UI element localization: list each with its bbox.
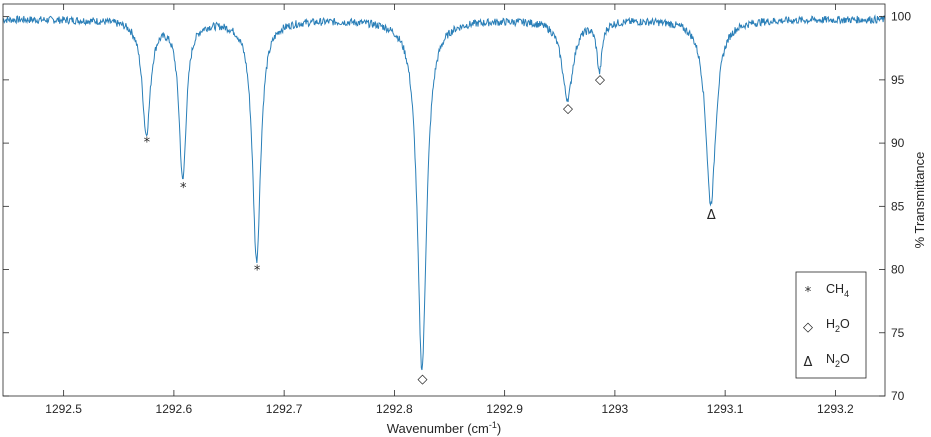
spectrum-line xyxy=(3,14,885,371)
marker-h2o: ◇ xyxy=(595,72,605,87)
y-axis-title: % Transmittance xyxy=(912,152,927,249)
y-tick-label: 100 xyxy=(891,10,911,24)
y-tick-label: 90 xyxy=(891,136,905,150)
x-tick-label: 1292.9 xyxy=(486,402,523,416)
plot-frame xyxy=(2,3,886,397)
x-axis: 1292.5 1292.6 1292.7 1292.8 1292.9 1293 1293.1… xyxy=(45,4,854,416)
legend-symbol: * xyxy=(805,285,812,300)
y-tick-label: 85 xyxy=(891,199,905,213)
x-tick-label: 1292.6 xyxy=(156,402,193,416)
legend-label: CH4 xyxy=(826,282,849,299)
x-tick-label: 1292.5 xyxy=(45,402,82,416)
legend-box xyxy=(795,271,867,379)
x-tick-label: 1293.2 xyxy=(817,402,854,416)
y-tick-label: 70 xyxy=(891,389,905,403)
marker-ch4: * xyxy=(180,181,187,196)
line-markers: * * * ◇ ◇ ◇ Δ xyxy=(144,72,716,387)
x-tick-label: 1292.7 xyxy=(266,402,303,416)
legend-label: H2O xyxy=(826,317,850,334)
legend-label: N2O xyxy=(826,352,850,369)
legend-symbol: ◇ xyxy=(803,320,813,335)
y-tick-label: 80 xyxy=(891,263,905,277)
y-axis: 70 75 80 85 90 95 100 xyxy=(3,10,911,403)
marker-n2o: Δ xyxy=(707,208,716,223)
legend: * CH4 ◇ H2O Δ N2O xyxy=(795,271,867,379)
x-tick-label: 1292.8 xyxy=(376,402,413,416)
marker-h2o: ◇ xyxy=(417,372,427,387)
marker-h2o: ◇ xyxy=(563,102,573,117)
x-axis-title: Wavenumber (cm-1) xyxy=(387,420,501,436)
y-tick-label: 75 xyxy=(891,326,905,340)
x-tick-label: 1293.1 xyxy=(707,402,744,416)
marker-ch4: * xyxy=(144,136,151,151)
legend-symbol: Δ xyxy=(804,355,813,370)
y-tick-label: 95 xyxy=(891,73,905,87)
x-tick-label: 1293 xyxy=(602,402,629,416)
marker-ch4: * xyxy=(254,263,261,278)
